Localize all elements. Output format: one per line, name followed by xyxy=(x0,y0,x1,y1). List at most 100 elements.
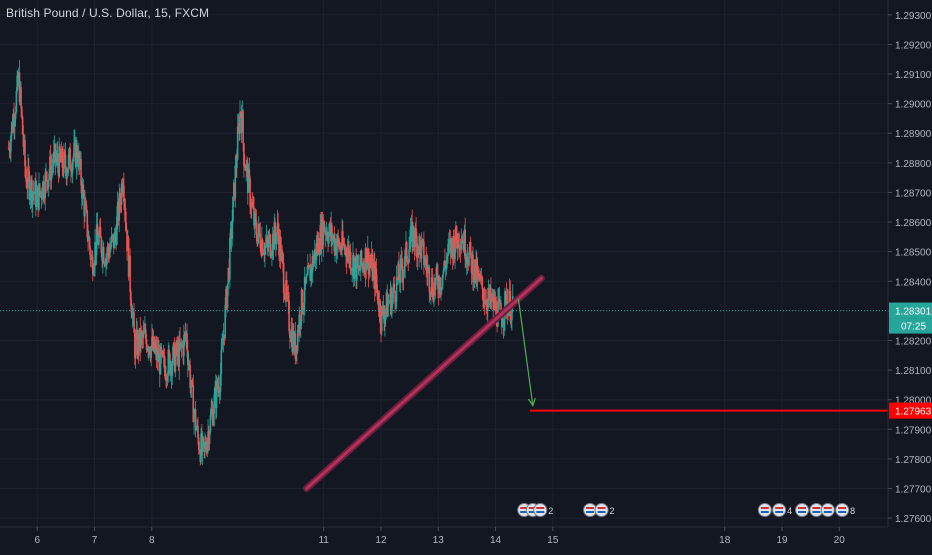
candle-body xyxy=(306,274,308,277)
candle-body xyxy=(197,437,200,451)
candle-body xyxy=(264,245,266,255)
candle-body xyxy=(460,241,463,250)
candle-body xyxy=(21,107,23,117)
price-axis-tick-label: 1.28000 xyxy=(895,396,932,407)
candle-body xyxy=(90,257,92,260)
candle-body xyxy=(239,112,241,134)
candle-body xyxy=(113,232,116,249)
flag-stripe xyxy=(536,507,545,509)
economic-event-badge[interactable]: 8 xyxy=(835,503,856,517)
flag-stripe xyxy=(838,507,847,509)
economic-event-badge[interactable]: 2 xyxy=(533,503,554,517)
candle-body xyxy=(206,440,209,453)
time-axis[interactable]: 6 7 8 11 12 13 14 15 18 19 20 xyxy=(0,526,888,550)
candle-body xyxy=(222,335,225,344)
event-count-label: 8 xyxy=(850,506,855,516)
candle-body xyxy=(123,201,126,209)
candle-body xyxy=(269,235,272,257)
candle-body xyxy=(335,246,338,255)
candle-body xyxy=(259,233,262,248)
candle-body xyxy=(89,248,92,260)
candle-body xyxy=(110,236,113,247)
candle-body xyxy=(204,442,207,449)
candle-body xyxy=(254,213,257,221)
candle-body xyxy=(109,246,112,250)
candle-body xyxy=(25,178,28,188)
candle-body xyxy=(440,288,442,292)
candle-body xyxy=(422,239,424,242)
candle-body xyxy=(415,228,417,237)
candle-body xyxy=(234,165,237,199)
flag-stripe xyxy=(520,511,529,513)
candle-body xyxy=(434,278,437,290)
price-axis-tick-label: 1.28100 xyxy=(895,366,932,377)
candle-body xyxy=(395,301,397,303)
candle-body xyxy=(376,284,378,291)
candle-body xyxy=(323,220,325,232)
candle-body xyxy=(47,179,50,189)
forecast-arrow-shaft xyxy=(517,298,534,406)
candle-body xyxy=(510,320,512,322)
economic-event-badge[interactable]: 4 xyxy=(772,503,793,517)
candle-body xyxy=(84,202,86,217)
candle-body xyxy=(8,148,11,152)
price-axis-tick-label: 1.28500 xyxy=(895,248,932,259)
candle-body xyxy=(476,269,479,282)
candle-body xyxy=(382,305,385,316)
candle-body xyxy=(78,152,81,166)
candle-body xyxy=(248,169,251,179)
candle-body xyxy=(221,343,223,350)
flag-stripe xyxy=(528,511,537,513)
candle-body xyxy=(500,316,503,328)
countdown-label: 07:25 xyxy=(901,322,926,333)
flag-stripe xyxy=(798,511,807,513)
candle-body xyxy=(367,248,370,275)
time-axis-tick-label: 6 xyxy=(34,535,40,546)
time-axis-tick-label: 11 xyxy=(318,535,329,546)
event-count-label: 4 xyxy=(787,506,792,516)
candle-body xyxy=(58,146,61,177)
candle-body xyxy=(296,329,299,352)
candle-body xyxy=(105,254,108,258)
candle-body xyxy=(163,355,166,368)
flag-icon xyxy=(772,503,787,517)
candle-body xyxy=(24,166,27,179)
flag-stripe xyxy=(597,511,606,513)
flag-stripe xyxy=(812,511,821,513)
candle-body xyxy=(159,346,162,375)
candle-body xyxy=(437,275,439,289)
candle-body xyxy=(66,172,68,179)
candle-body xyxy=(52,165,54,167)
candle-body xyxy=(426,267,429,274)
candle-body xyxy=(377,290,379,304)
candle-body xyxy=(423,241,425,266)
event-badges[interactable]: 492332342248 xyxy=(517,503,856,517)
candle-body xyxy=(91,256,94,275)
price-axis-tick-label: 1.27700 xyxy=(895,485,932,496)
candle-body xyxy=(303,303,305,311)
candle-body xyxy=(282,262,285,293)
candle-body xyxy=(10,135,12,152)
last-price-label-bg xyxy=(889,302,932,319)
candle-body xyxy=(409,226,412,242)
time-axis-tick-label: 13 xyxy=(433,535,445,546)
candle-body xyxy=(245,163,248,171)
candle-body xyxy=(56,152,59,164)
candle-body xyxy=(270,255,272,257)
flag-stripe xyxy=(812,507,821,509)
candle-body xyxy=(162,351,164,357)
candle-body xyxy=(286,294,289,295)
candle-body xyxy=(26,187,29,189)
economic-event-badge[interactable]: 2 xyxy=(594,503,615,517)
candle-body xyxy=(490,287,492,303)
candle-body xyxy=(430,293,432,295)
candle-body xyxy=(399,258,402,283)
candle-body xyxy=(82,184,85,195)
drawings[interactable] xyxy=(0,274,888,493)
price-axis[interactable]: 1.27600 1.27700 1.27800 1.27900 1.28000 1.281… xyxy=(887,0,932,550)
candle-body xyxy=(289,330,291,338)
flag-icon xyxy=(835,503,850,517)
